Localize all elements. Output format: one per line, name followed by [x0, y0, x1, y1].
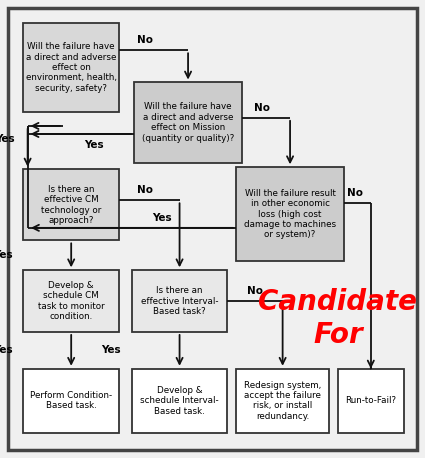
Text: No: No	[254, 103, 270, 113]
Text: No: No	[347, 188, 363, 197]
Bar	[23, 270, 119, 332]
Text: No: No	[137, 185, 153, 195]
Text: Perform Condition-
Based task.: Perform Condition- Based task.	[30, 391, 112, 410]
Bar	[23, 23, 119, 112]
Text: No: No	[247, 286, 263, 296]
Text: Yes: Yes	[0, 251, 13, 260]
Bar	[338, 369, 404, 433]
Text: Yes: Yes	[102, 345, 121, 355]
Bar	[236, 369, 329, 433]
Text: Yes: Yes	[0, 345, 13, 355]
Bar	[132, 270, 227, 332]
Bar	[132, 369, 227, 433]
Bar	[134, 82, 242, 163]
Text: Yes: Yes	[152, 213, 171, 223]
Bar	[236, 167, 344, 261]
Text: Will the failure result
in other economic
loss (high cost
damage to machines
or : Will the failure result in other economi…	[244, 189, 336, 240]
Text: Is there an
effective Interval-
Based task?: Is there an effective Interval- Based ta…	[141, 286, 218, 316]
Text: Will the failure have
a direct and adverse
effect on Mission
(quantity or qualit: Will the failure have a direct and adver…	[142, 103, 234, 142]
Text: Will the failure have
a direct and adverse
effect on
environment, health,
securi: Will the failure have a direct and adver…	[26, 42, 117, 93]
Text: Develop &
schedule CM
task to monitor
condition.: Develop & schedule CM task to monitor co…	[38, 281, 105, 321]
Text: Candidate
For: Candidate For	[258, 288, 417, 349]
Text: No: No	[137, 35, 153, 45]
Bar	[23, 169, 119, 240]
Text: Yes: Yes	[0, 134, 15, 143]
Text: Run-to-Fail?: Run-to-Fail?	[345, 396, 397, 405]
Text: Yes: Yes	[84, 141, 103, 150]
Text: Redesign system,
accept the failure
risk, or install
redundancy.: Redesign system, accept the failure risk…	[244, 381, 321, 421]
Text: Develop &
schedule Interval-
Based task.: Develop & schedule Interval- Based task.	[140, 386, 219, 416]
Text: Is there an
effective CM
technology or
approach?: Is there an effective CM technology or a…	[41, 185, 102, 225]
Bar	[23, 369, 119, 433]
